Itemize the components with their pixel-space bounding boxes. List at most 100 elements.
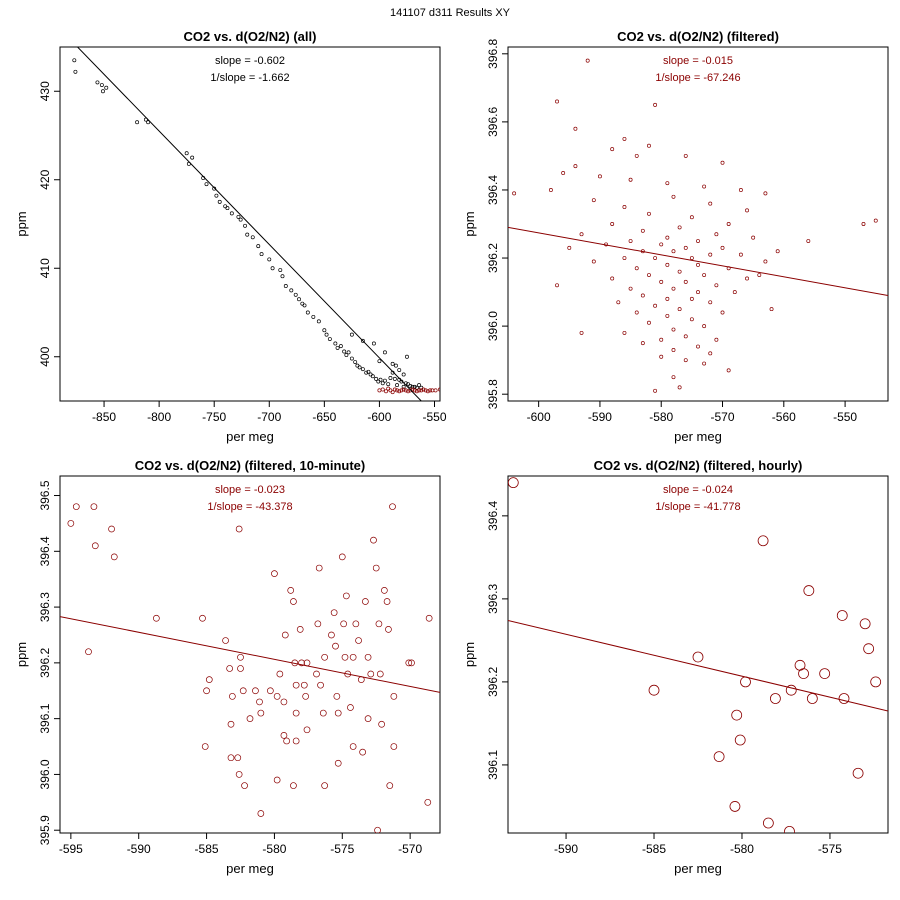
data-point-10-minute	[389, 503, 396, 511]
plot-area	[508, 477, 888, 833]
data-point-filtered	[548, 188, 553, 192]
data-point-10-minute	[280, 732, 288, 739]
y-tick-label: 400	[38, 346, 52, 366]
data-point-hourly	[838, 693, 850, 704]
data-point-filtered	[677, 385, 682, 390]
data-point-all	[204, 182, 209, 187]
data-point-hourly	[785, 684, 797, 696]
y-axis-label: ppm	[462, 642, 477, 667]
data-point-all	[392, 376, 397, 381]
x-tick-label: -580	[730, 842, 754, 856]
data-point-filtered	[683, 358, 688, 363]
data-point-filtered	[634, 310, 639, 315]
data-point-filtered	[392, 387, 397, 392]
data-point-all	[364, 370, 369, 375]
data-point-10-minute	[237, 665, 244, 672]
figure-suptitle: 141107 d311 Results XY	[390, 7, 511, 19]
data-point-filtered	[634, 153, 639, 158]
data-point-10-minute	[386, 782, 394, 789]
data-point-all	[238, 217, 243, 222]
data-point-filtered	[406, 389, 411, 394]
data-point-10-minute	[241, 782, 248, 789]
data-point-hourly	[798, 668, 809, 679]
data-point-10-minute	[364, 715, 372, 722]
x-tick-label: -575	[330, 842, 354, 856]
plot-frame	[59, 46, 441, 402]
data-point-filtered	[622, 330, 627, 335]
y-tick-label: 395.9	[38, 815, 52, 845]
data-point-10-minute	[227, 720, 235, 728]
data-point-filtered	[745, 276, 749, 281]
data-point-filtered	[861, 222, 866, 226]
data-point-all	[405, 354, 409, 359]
data-point-all	[366, 369, 371, 374]
data-point-10-minute	[153, 614, 160, 622]
data-point-filtered	[683, 153, 688, 158]
data-point-filtered	[659, 337, 664, 342]
plot-frame	[507, 46, 889, 402]
data-point-10-minute	[408, 659, 415, 667]
data-point-10-minute	[292, 709, 300, 717]
data-point-all	[410, 384, 415, 389]
data-point-filtered	[647, 273, 651, 278]
data-point-filtered	[763, 259, 768, 264]
data-point-all	[382, 378, 387, 383]
data-point-10-minute	[91, 542, 99, 550]
data-point-filtered	[677, 307, 682, 312]
data-point-filtered	[585, 58, 590, 63]
data-point-all	[378, 377, 383, 382]
data-point-all	[371, 341, 376, 346]
data-point-hourly	[870, 676, 882, 688]
data-point-filtered	[702, 324, 707, 329]
x-tick-label: -700	[257, 410, 281, 424]
data-point-all	[289, 288, 294, 293]
data-point-10-minute	[239, 687, 247, 695]
data-point-all	[401, 384, 406, 389]
y-tick-label: 396.4	[486, 501, 500, 531]
data-point-all	[382, 350, 387, 355]
data-point-10-minute	[292, 681, 300, 689]
data-point-filtered	[763, 191, 768, 196]
data-point-10-minute	[252, 687, 259, 695]
data-point-all	[99, 83, 104, 88]
data-point-filtered	[628, 239, 633, 243]
data-point-filtered	[421, 387, 426, 392]
chart-title: CO2 vs. d(O2/N2) (filtered, 10-minute)	[135, 458, 365, 473]
x-tick-label: -850	[92, 410, 116, 424]
data-point-10-minute	[273, 776, 281, 784]
data-point-filtered	[622, 256, 627, 260]
data-point-filtered	[659, 279, 664, 284]
data-point-all	[104, 85, 109, 90]
data-point-all	[280, 274, 285, 279]
data-point-10-minute	[424, 798, 432, 806]
data-point-10-minute	[364, 653, 372, 661]
y-tick-label: 396.2	[486, 243, 500, 273]
data-point-10-minute	[67, 520, 75, 527]
data-point-all	[393, 363, 398, 368]
data-point-10-minute	[334, 709, 342, 717]
x-tick-label: -575	[818, 842, 842, 856]
data-point-10-minute	[359, 748, 366, 756]
data-point-all	[322, 328, 327, 333]
data-point-10-minute	[271, 570, 278, 577]
data-point-filtered	[403, 388, 408, 393]
x-axis-label: per meg	[674, 861, 722, 876]
data-point-filtered	[561, 170, 566, 175]
data-point-all	[146, 120, 151, 125]
data-point-filtered	[671, 375, 676, 380]
data-point-all	[377, 359, 382, 364]
data-point-10-minute	[300, 681, 308, 689]
data-point-filtered	[689, 296, 694, 301]
x-axis-label: per meg	[226, 429, 274, 444]
data-point-10-minute	[296, 626, 304, 633]
data-point-filtered	[708, 351, 713, 356]
data-point-all	[302, 303, 307, 308]
panel-all: CO2 vs. d(O2/N2) (all) -850 -800 -750 -700 -6…	[14, 29, 447, 444]
data-point-10-minute	[341, 653, 349, 661]
data-point-filtered	[377, 388, 382, 393]
data-point-all	[225, 206, 230, 211]
y-tick-label: 396.2	[486, 667, 500, 697]
data-point-hourly	[819, 668, 831, 679]
data-point-all	[357, 365, 362, 370]
data-point-all	[397, 368, 402, 372]
